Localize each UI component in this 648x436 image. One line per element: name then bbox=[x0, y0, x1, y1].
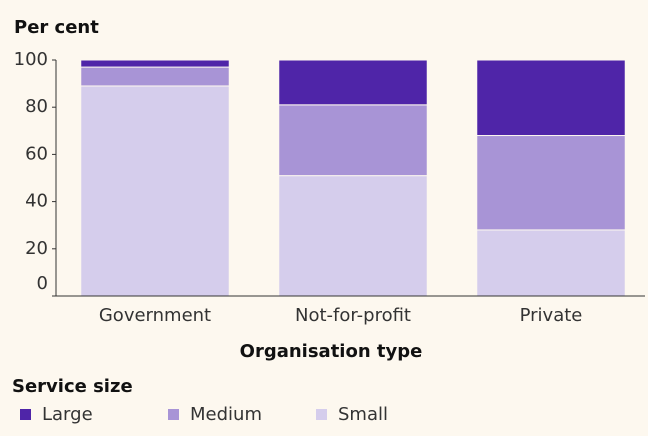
bar-segment bbox=[278, 104, 428, 177]
legend-swatch bbox=[168, 409, 179, 420]
bar-segment bbox=[80, 85, 230, 297]
y-tick-label: 80 bbox=[25, 96, 48, 117]
bar-segment bbox=[476, 59, 626, 137]
chart-title: Per cent bbox=[14, 17, 99, 38]
y-tick-label: 40 bbox=[25, 191, 48, 212]
legend-swatch bbox=[20, 409, 31, 420]
x-tick-label: Private bbox=[520, 305, 583, 326]
bar-segment bbox=[278, 175, 428, 297]
bar-segment bbox=[476, 229, 626, 297]
x-tick-label: Government bbox=[99, 305, 211, 326]
bar-segment bbox=[278, 59, 428, 106]
x-tick-label: Not-for-profit bbox=[295, 305, 411, 326]
legend-title: Service size bbox=[12, 376, 133, 397]
bar-segment bbox=[476, 135, 626, 231]
legend-label: Small bbox=[338, 404, 388, 425]
bar-segment bbox=[80, 59, 230, 68]
legend-swatch bbox=[316, 409, 327, 420]
y-tick-label: 0 bbox=[37, 273, 48, 294]
y-tick-label: 20 bbox=[25, 238, 48, 259]
bar-segment bbox=[80, 66, 230, 87]
legend-label: Large bbox=[42, 404, 93, 425]
x-axis-title: Organisation type bbox=[240, 341, 423, 362]
y-tick-label: 60 bbox=[25, 143, 48, 164]
y-tick-label: 100 bbox=[14, 49, 48, 70]
legend-label: Medium bbox=[190, 404, 262, 425]
